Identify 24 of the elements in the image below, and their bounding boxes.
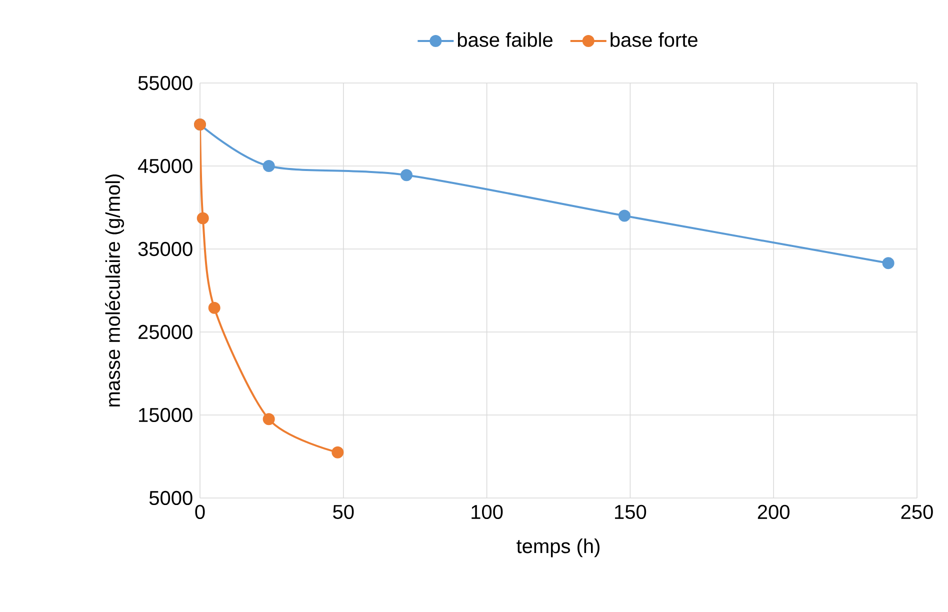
x-axis-title: temps (h) — [516, 538, 600, 558]
y-axis-title: masse moléculaire (g/mol) — [105, 174, 124, 406]
y-tick-label: 15000 — [139, 408, 192, 422]
y-tick-label: 25000 — [138, 324, 192, 340]
y-tick-label: 5000 — [149, 490, 192, 506]
point — [332, 446, 344, 458]
y-tick-label: 35000 — [138, 242, 192, 256]
point — [882, 257, 894, 270]
point — [196, 212, 209, 224]
x-tick-label: 200 — [758, 504, 790, 520]
x-tick-label: 250 — [901, 504, 933, 520]
point — [262, 160, 275, 172]
point — [618, 210, 630, 222]
legend-label: base forte — [610, 32, 698, 47]
legend-label: base faible — [458, 32, 552, 47]
x-tick-label: 50 — [333, 504, 354, 520]
y-tick-label: 55000 — [138, 76, 192, 90]
x-tick-label: 0 — [195, 504, 205, 520]
y-tick-label: 45000 — [138, 158, 192, 174]
x-tick-label: 150 — [615, 504, 646, 520]
point — [262, 413, 275, 426]
point — [400, 169, 412, 182]
x-tick-label: 100 — [472, 504, 503, 520]
point — [208, 302, 220, 314]
